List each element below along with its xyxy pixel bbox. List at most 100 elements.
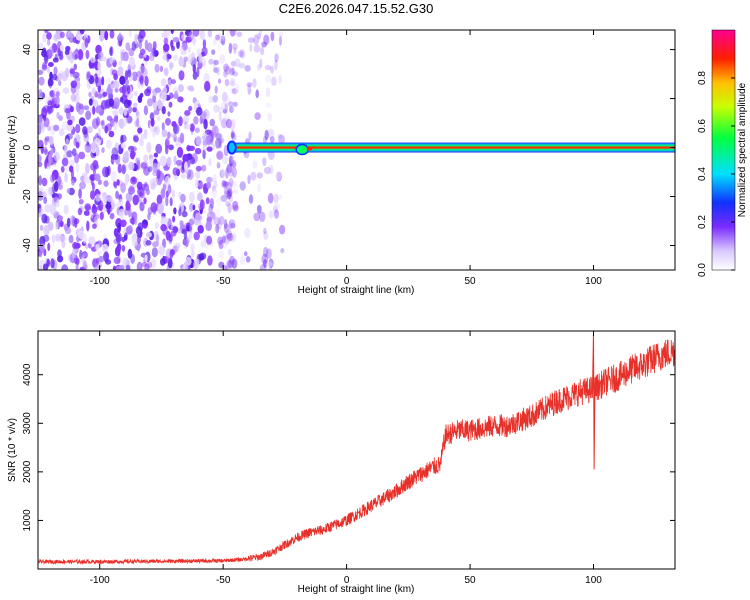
noise-speckle xyxy=(44,96,49,105)
noise-speckle xyxy=(166,54,172,60)
noise-speckle xyxy=(221,168,225,179)
noise-speckle xyxy=(161,106,166,115)
noise-speckle xyxy=(161,32,168,38)
noise-speckle xyxy=(209,118,216,127)
noise-speckle xyxy=(202,149,206,160)
noise-speckle xyxy=(90,142,96,151)
noise-speckle xyxy=(219,53,226,64)
noise-speckle xyxy=(146,42,153,53)
noise-speckle xyxy=(102,91,108,97)
noise-speckle xyxy=(140,162,148,169)
noise-speckle xyxy=(204,80,211,92)
noise-speckle xyxy=(104,30,109,41)
noise-speckle xyxy=(266,248,272,259)
noise-speckle xyxy=(157,99,162,110)
noise-speckle xyxy=(247,88,252,95)
noise-speckle xyxy=(253,34,260,46)
noise-speckle xyxy=(264,129,269,141)
noise-speckle xyxy=(216,66,221,76)
noise-speckle xyxy=(229,80,236,87)
noise-speckle xyxy=(226,30,230,37)
noise-speckle xyxy=(128,161,135,171)
noise-speckle xyxy=(48,46,54,58)
noise-speckle xyxy=(184,110,191,116)
noise-speckle xyxy=(275,171,282,180)
noise-speckle xyxy=(90,214,98,223)
noise-speckle xyxy=(230,77,235,83)
noise-speckle xyxy=(218,111,222,122)
noise-speckle xyxy=(118,208,125,219)
noise-speckle xyxy=(131,236,138,247)
noise-speckle xyxy=(187,85,194,91)
noise-speckle xyxy=(254,112,261,120)
noise-speckle xyxy=(69,159,75,167)
snr-y-tick-label: 1000 xyxy=(22,509,33,532)
noise-speckle xyxy=(239,254,246,266)
noise-speckle xyxy=(123,227,127,236)
noise-speckle xyxy=(146,142,152,153)
noise-speckle xyxy=(178,84,184,93)
signal-blob xyxy=(226,140,237,155)
spectrogram-x-axis: -100 -50 0 50 100 xyxy=(90,30,602,287)
noise-speckle xyxy=(78,151,86,160)
snr-frame xyxy=(37,330,676,570)
noise-speckle xyxy=(212,38,217,46)
noise-speckle xyxy=(236,31,243,38)
noise-speckle xyxy=(39,224,44,231)
noise-speckle xyxy=(121,236,126,243)
noise-speckle xyxy=(174,90,179,99)
noise-speckle xyxy=(41,177,48,187)
snr-plot: -100 -50 0 50 100 1000 2000 3000 4000 Height of… xyxy=(7,330,676,595)
noise-speckle xyxy=(100,120,104,126)
noise-speckle xyxy=(110,199,116,209)
noise-speckle xyxy=(94,137,101,147)
noise-speckle xyxy=(160,258,166,266)
noise-speckle xyxy=(235,83,240,95)
noise-speckle xyxy=(215,138,221,149)
noise-speckle xyxy=(230,30,236,37)
noise-speckle xyxy=(68,234,74,244)
noise-speckle xyxy=(65,138,70,145)
noise-speckle xyxy=(171,45,175,51)
noise-speckle xyxy=(151,258,157,269)
noise-speckle xyxy=(50,258,55,269)
noise-speckle xyxy=(54,181,59,192)
noise-speckle xyxy=(212,174,217,183)
noise-speckle xyxy=(146,98,154,107)
noise-speckle xyxy=(131,41,137,51)
noise-speckle xyxy=(55,221,59,231)
noise-speckle xyxy=(127,225,133,231)
noise-speckle xyxy=(273,205,278,214)
noise-speckle xyxy=(228,220,232,230)
noise-speckle xyxy=(94,173,101,182)
spectrogram-y-axis: -40 -20 0 20 40 xyxy=(22,44,675,253)
noise-speckle xyxy=(89,174,96,181)
noise-speckle xyxy=(151,247,158,258)
noise-speckle xyxy=(186,145,191,152)
noise-speckle xyxy=(196,67,200,78)
noise-speckle xyxy=(139,74,144,85)
spectrogram-x-tick-label: -50 xyxy=(216,276,231,287)
noise-speckle xyxy=(121,84,127,95)
noise-speckle xyxy=(263,246,269,258)
noise-speckle xyxy=(49,135,54,146)
noise-speckle xyxy=(209,198,214,209)
noise-speckle xyxy=(107,197,113,203)
noise-speckle xyxy=(118,60,123,66)
noise-speckle xyxy=(43,146,48,154)
noise-speckle xyxy=(66,188,71,194)
noise-speckle xyxy=(231,231,237,242)
noise-speckle xyxy=(147,213,151,221)
noise-speckle xyxy=(38,139,44,150)
noise-speckle xyxy=(217,251,221,260)
noise-speckle xyxy=(92,99,99,107)
noise-speckle xyxy=(199,30,205,40)
noise-speckle xyxy=(138,52,144,59)
noise-speckle xyxy=(177,96,184,103)
noise-speckle xyxy=(274,202,280,209)
noise-speckle xyxy=(211,188,218,198)
noise-speckle xyxy=(46,32,52,40)
noise-speckle xyxy=(38,207,44,217)
noise-speckle xyxy=(64,144,68,154)
noise-speckle xyxy=(180,193,186,203)
